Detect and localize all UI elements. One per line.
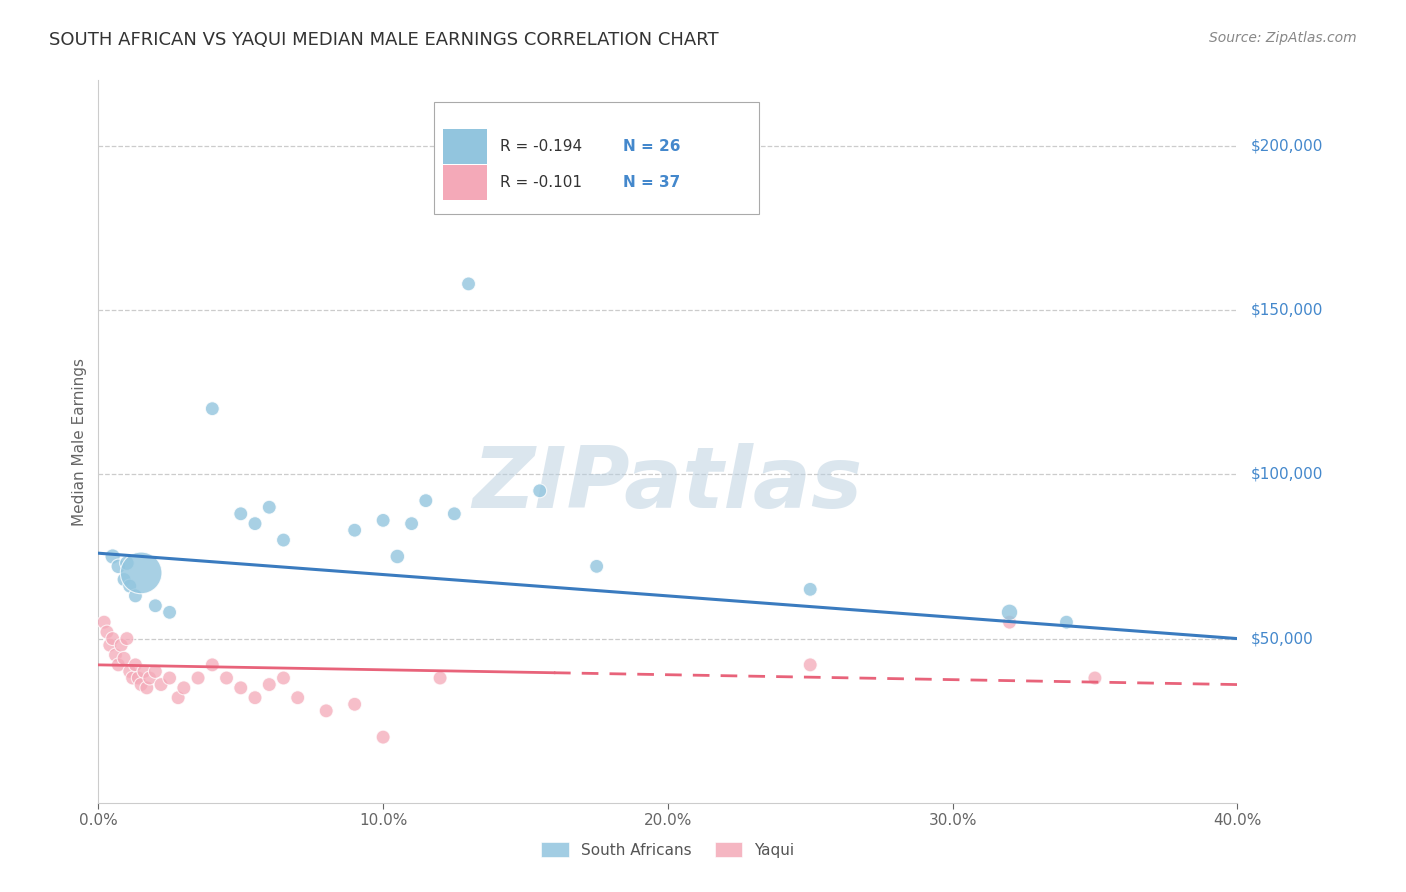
Point — [998, 615, 1021, 630]
Point — [112, 573, 135, 587]
Point — [145, 665, 167, 679]
Point — [243, 690, 266, 705]
Point — [121, 671, 143, 685]
Point — [259, 500, 281, 515]
Text: $150,000: $150,000 — [1251, 302, 1323, 318]
Point — [229, 681, 252, 695]
Point — [201, 401, 224, 416]
Point — [229, 507, 252, 521]
Point — [429, 671, 451, 685]
Point — [457, 277, 479, 291]
Point — [401, 516, 423, 531]
Point — [373, 513, 395, 527]
Point — [115, 632, 138, 646]
Point — [443, 507, 465, 521]
FancyBboxPatch shape — [443, 129, 486, 164]
Point — [110, 638, 132, 652]
Text: ZIPatlas: ZIPatlas — [472, 443, 863, 526]
Point — [93, 615, 115, 630]
Point — [373, 730, 395, 744]
Point — [315, 704, 337, 718]
Point — [799, 582, 821, 597]
Point — [107, 657, 129, 672]
Point — [585, 559, 607, 574]
Point — [129, 677, 152, 691]
Point — [201, 657, 224, 672]
Point — [135, 681, 157, 695]
Point — [150, 677, 173, 691]
Point — [1056, 615, 1078, 630]
Point — [132, 665, 155, 679]
Point — [173, 681, 195, 695]
Point — [118, 579, 141, 593]
Point — [159, 605, 181, 619]
Point — [118, 665, 141, 679]
Point — [96, 625, 118, 640]
Point — [104, 648, 127, 662]
Text: Source: ZipAtlas.com: Source: ZipAtlas.com — [1209, 31, 1357, 45]
Text: R = -0.101: R = -0.101 — [501, 175, 582, 190]
Text: $200,000: $200,000 — [1251, 138, 1323, 153]
Point — [273, 533, 295, 547]
Point — [101, 549, 124, 564]
Point — [145, 599, 167, 613]
Point — [243, 516, 266, 531]
Point — [259, 677, 281, 691]
Point — [98, 638, 121, 652]
Point — [387, 549, 409, 564]
Legend: South Africans, Yaqui: South Africans, Yaqui — [536, 836, 800, 863]
Point — [115, 556, 138, 570]
Point — [112, 651, 135, 665]
Y-axis label: Median Male Earnings: Median Male Earnings — [72, 358, 87, 525]
Point — [124, 657, 146, 672]
Point — [273, 671, 295, 685]
FancyBboxPatch shape — [443, 165, 486, 200]
Point — [101, 632, 124, 646]
Text: $100,000: $100,000 — [1251, 467, 1323, 482]
Point — [167, 690, 190, 705]
Text: N = 37: N = 37 — [623, 175, 681, 190]
Point — [1084, 671, 1107, 685]
FancyBboxPatch shape — [434, 102, 759, 214]
Point — [124, 589, 146, 603]
Point — [129, 566, 152, 580]
Point — [343, 698, 366, 712]
Point — [343, 523, 366, 537]
Text: $50,000: $50,000 — [1251, 632, 1315, 646]
Point — [998, 605, 1021, 619]
Point — [107, 559, 129, 574]
Point — [215, 671, 238, 685]
Text: N = 26: N = 26 — [623, 139, 681, 154]
Text: SOUTH AFRICAN VS YAQUI MEDIAN MALE EARNINGS CORRELATION CHART: SOUTH AFRICAN VS YAQUI MEDIAN MALE EARNI… — [49, 31, 718, 49]
Point — [799, 657, 821, 672]
Point — [529, 483, 551, 498]
Point — [415, 493, 437, 508]
Point — [138, 671, 160, 685]
Point — [187, 671, 209, 685]
Text: R = -0.194: R = -0.194 — [501, 139, 582, 154]
Point — [159, 671, 181, 685]
Point — [127, 671, 149, 685]
Point — [287, 690, 309, 705]
